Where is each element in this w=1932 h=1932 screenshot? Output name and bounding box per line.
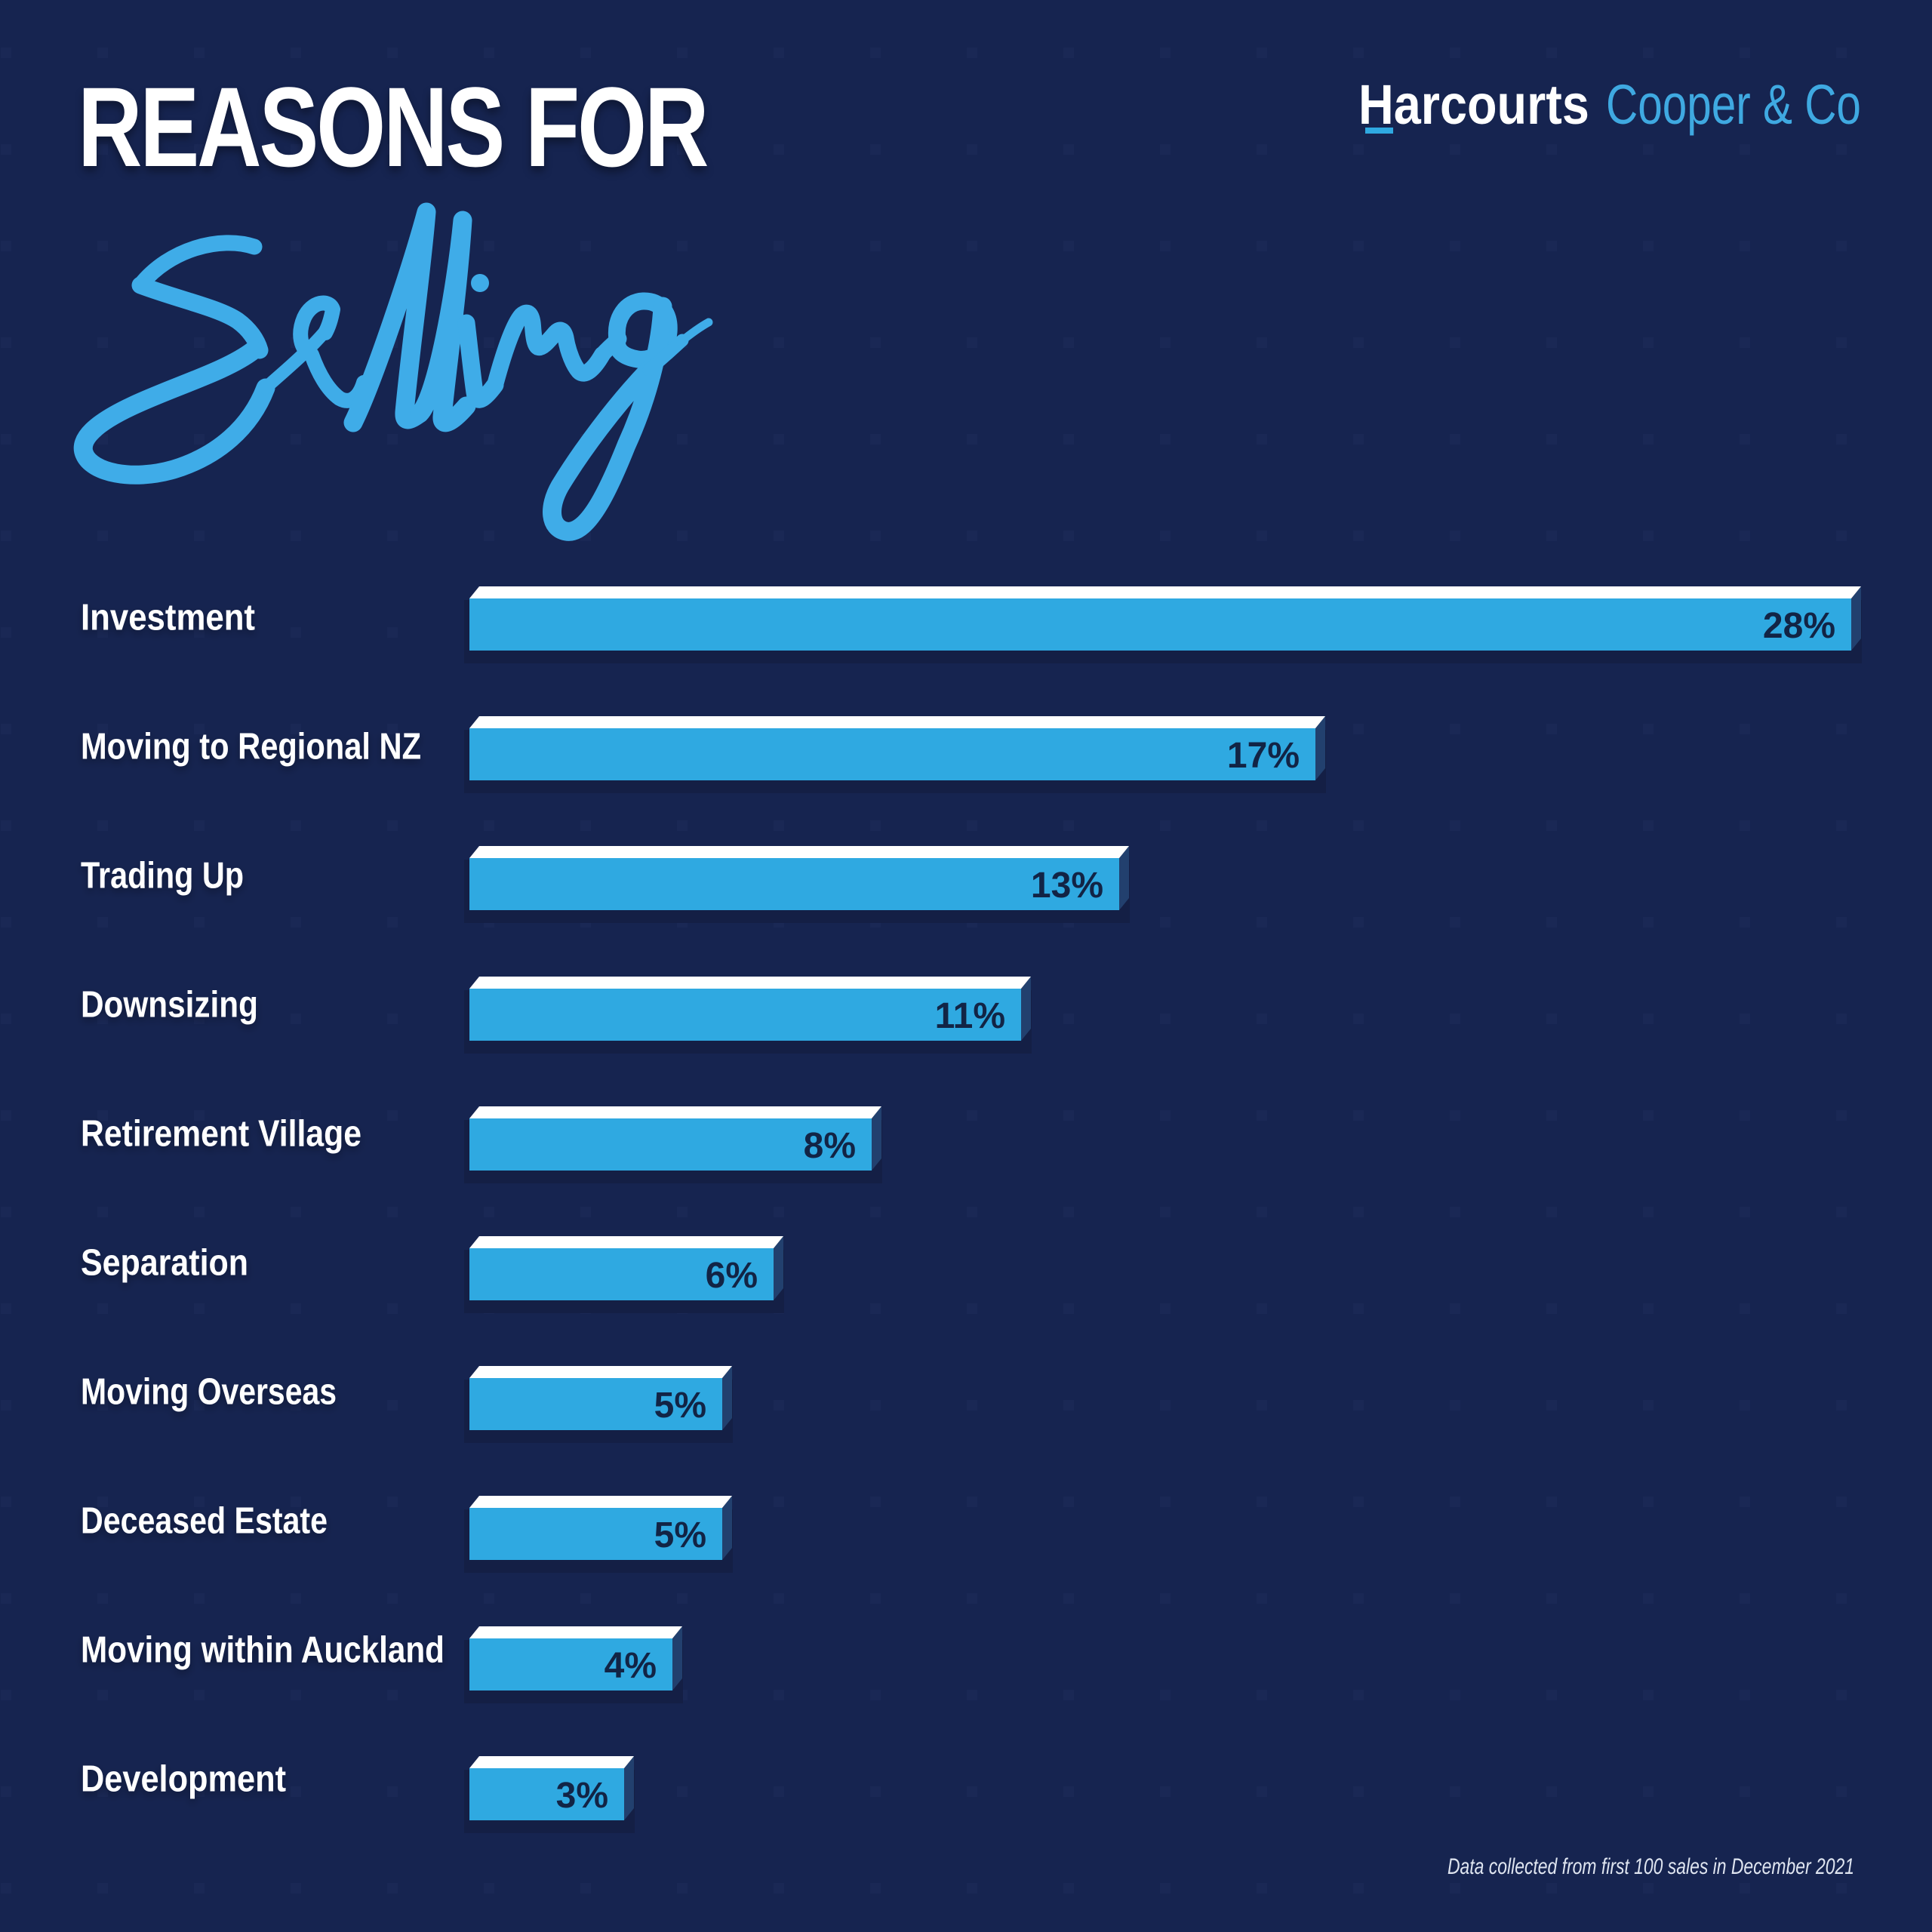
svg-text:6%: 6% xyxy=(706,1256,758,1296)
svg-text:Data collected from first 100: Data collected from first 100 sales in D… xyxy=(1447,1854,1854,1879)
svg-text:13%: 13% xyxy=(1031,866,1103,906)
svg-text:4%: 4% xyxy=(605,1646,657,1686)
svg-text:Investment: Investment xyxy=(81,598,255,638)
svg-text:Downsizing: Downsizing xyxy=(81,985,258,1026)
svg-text:5%: 5% xyxy=(654,1386,706,1426)
svg-text:8%: 8% xyxy=(804,1126,856,1166)
svg-text:Development: Development xyxy=(81,1759,286,1800)
svg-text:Moving Overseas: Moving Overseas xyxy=(81,1372,337,1413)
svg-text:Trading Up: Trading Up xyxy=(81,856,244,897)
svg-text:28%: 28% xyxy=(1763,606,1835,646)
svg-text:3%: 3% xyxy=(556,1776,608,1816)
svg-text:5%: 5% xyxy=(654,1515,706,1555)
svg-text:Moving within Auckland: Moving within Auckland xyxy=(81,1630,445,1671)
svg-text:Separation: Separation xyxy=(81,1243,248,1284)
svg-text:17%: 17% xyxy=(1227,736,1300,776)
svg-text:11%: 11% xyxy=(935,996,1005,1036)
svg-text:Retirement Village: Retirement Village xyxy=(81,1114,361,1155)
svg-text:Moving to Regional NZ: Moving to Regional NZ xyxy=(81,727,421,768)
svg-text:Deceased Estate: Deceased Estate xyxy=(81,1501,328,1542)
